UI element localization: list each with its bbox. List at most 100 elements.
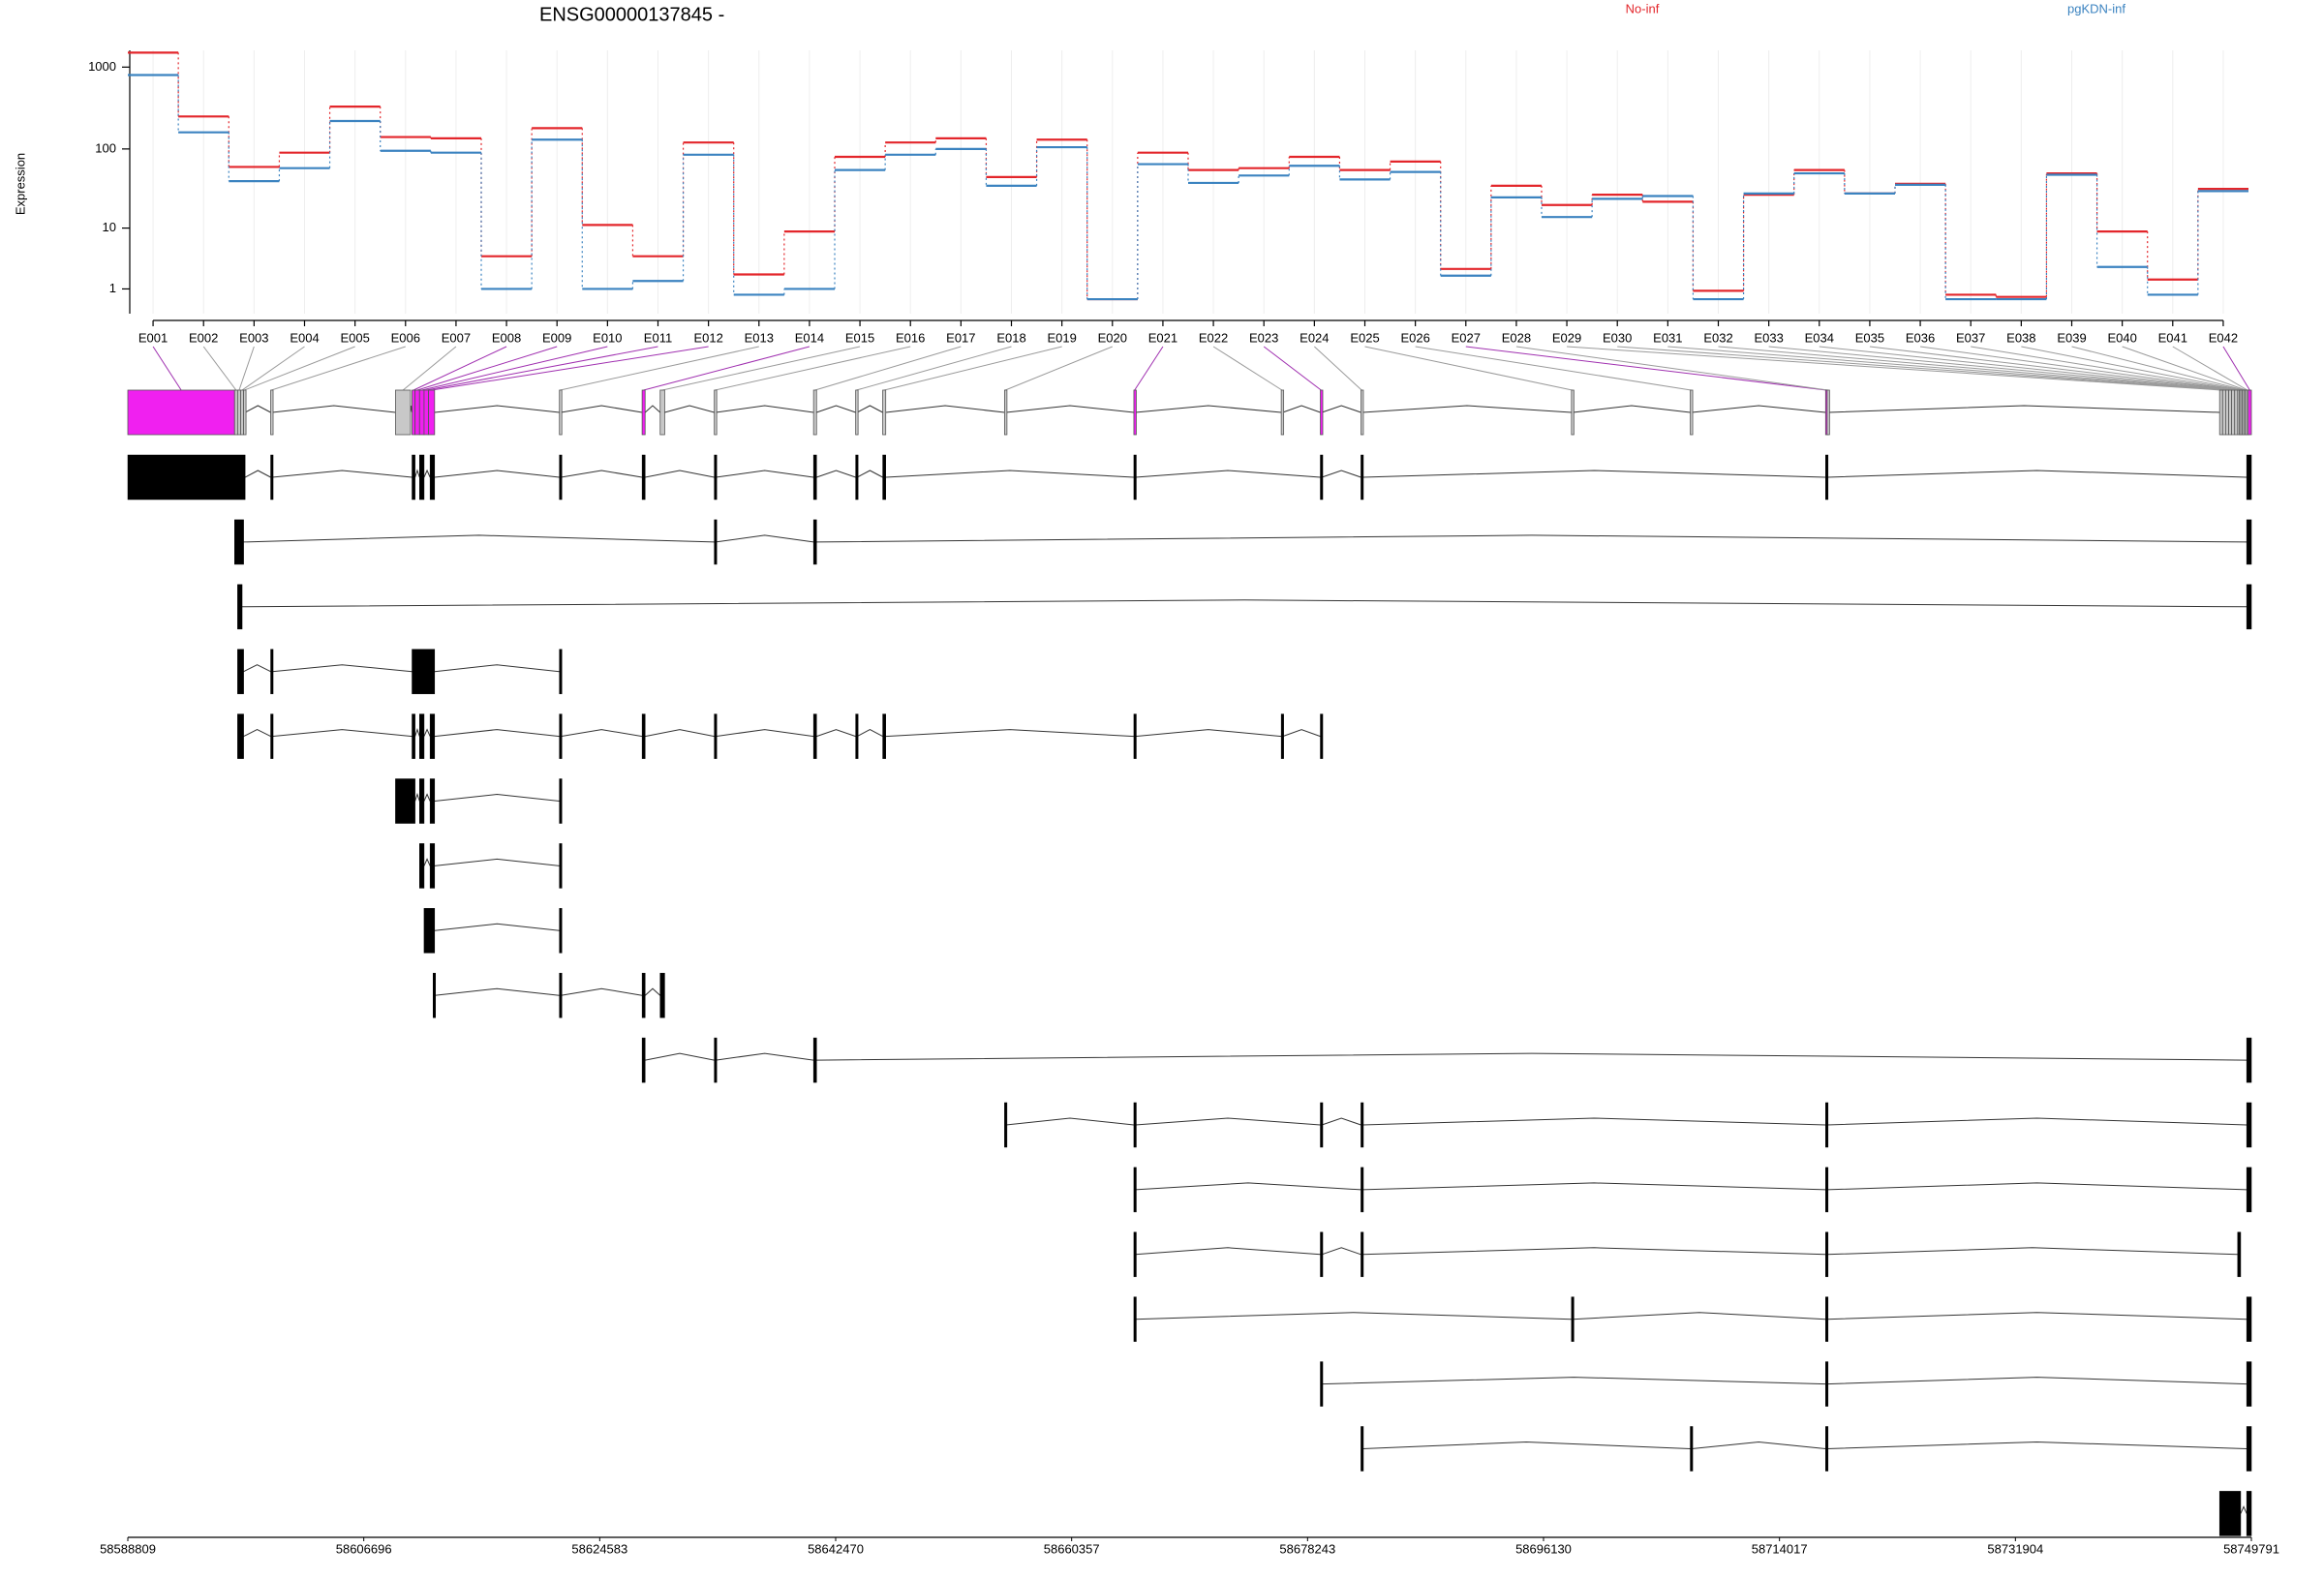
- exon-leader: [1134, 346, 1164, 391]
- exon-leader: [1465, 346, 1827, 391]
- genomic-tick-label: 58696130: [1515, 1541, 1572, 1556]
- x-tick-label: E011: [644, 330, 672, 345]
- x-tick-label: E033: [1754, 330, 1783, 345]
- exon: [243, 389, 247, 436]
- exon: [714, 1037, 718, 1083]
- exon-leader: [1415, 346, 1692, 391]
- intron: [816, 470, 856, 478]
- y-tick-label: 10: [103, 220, 116, 234]
- exon: [714, 519, 718, 565]
- exon: [641, 713, 646, 759]
- exon: [270, 454, 274, 501]
- intron: [1826, 1117, 2248, 1126]
- intron: [1361, 470, 1826, 478]
- intron: [1826, 1247, 2238, 1256]
- exon: [2218, 389, 2223, 436]
- intron: [716, 1052, 814, 1061]
- intron: [561, 987, 643, 996]
- intron: [434, 664, 560, 673]
- exon-leader: [416, 346, 558, 391]
- exon: [2225, 389, 2229, 436]
- intron: [645, 729, 715, 738]
- intron: [272, 664, 413, 673]
- exon-leader: [426, 346, 658, 391]
- exon: [1133, 1296, 1137, 1342]
- x-tick-label: E027: [1452, 330, 1481, 345]
- exon: [2221, 389, 2226, 436]
- intron: [423, 728, 431, 737]
- intron: [1135, 1247, 1321, 1256]
- intron: [423, 858, 431, 866]
- exon: [1571, 1296, 1575, 1342]
- exon-leader: [152, 346, 182, 391]
- intron: [885, 405, 1005, 413]
- exon: [1280, 389, 1285, 436]
- x-tick-label: E026: [1400, 330, 1429, 345]
- exon-leader: [1718, 346, 2231, 391]
- intron: [1573, 405, 1691, 413]
- exon: [1361, 1102, 1364, 1148]
- exon-leader: [421, 346, 608, 391]
- x-tick-label: E008: [492, 330, 521, 345]
- exon: [1133, 1167, 1137, 1213]
- x-tick-label: E029: [1552, 330, 1581, 345]
- x-tick-label: E006: [391, 330, 420, 345]
- intron: [816, 729, 856, 738]
- x-tick-label: E004: [290, 330, 319, 345]
- exon: [1690, 1426, 1694, 1472]
- exon: [429, 713, 436, 759]
- x-tick-label: E035: [1855, 330, 1884, 345]
- exon: [2246, 1361, 2252, 1407]
- x-tick-label: E030: [1603, 330, 1632, 345]
- intron: [1361, 405, 1572, 413]
- exon: [1320, 1361, 1324, 1407]
- exon: [855, 454, 859, 501]
- exon: [2248, 389, 2252, 436]
- exon-leader: [1971, 346, 2242, 391]
- y-tick-label: 100: [95, 140, 116, 155]
- exon: [412, 649, 436, 694]
- exon: [419, 843, 425, 889]
- x-tick-label: E013: [745, 330, 774, 345]
- exon: [423, 389, 429, 436]
- intron: [856, 405, 883, 413]
- x-tick-label: E012: [693, 330, 722, 345]
- exon-leader: [1567, 346, 2221, 391]
- intron: [1826, 1377, 2248, 1385]
- exon: [233, 389, 238, 436]
- intron: [1005, 405, 1134, 413]
- exon: [855, 389, 859, 436]
- intron: [856, 729, 883, 738]
- y-tick-label: 1: [109, 281, 116, 295]
- exon: [419, 778, 425, 824]
- genomic-tick-label: 58714017: [1752, 1541, 1808, 1556]
- intron: [716, 534, 814, 543]
- exon: [641, 972, 646, 1018]
- chart-title: ENSG00000137845 -: [539, 4, 724, 25]
- exon-leader: [238, 346, 255, 391]
- exon: [429, 778, 436, 824]
- exon: [1133, 1231, 1137, 1278]
- exon: [2237, 1231, 2242, 1278]
- exon: [559, 972, 563, 1018]
- exon: [395, 778, 415, 824]
- exon: [714, 713, 718, 759]
- intron: [434, 729, 560, 738]
- intron: [414, 728, 420, 737]
- exon: [270, 389, 274, 436]
- exon: [2246, 454, 2252, 501]
- intron: [885, 729, 1134, 738]
- intron: [423, 469, 431, 478]
- exon: [1825, 1426, 1829, 1472]
- exon: [882, 389, 887, 436]
- intron: [1361, 1441, 1691, 1449]
- intron: [1322, 1377, 1826, 1385]
- genomic-tick-label: 58624583: [571, 1541, 627, 1556]
- exon: [2234, 389, 2239, 436]
- exon: [234, 519, 244, 565]
- exon-leader: [1768, 346, 2234, 391]
- exon-leader: [1364, 346, 1573, 391]
- exon: [1825, 1296, 1829, 1342]
- x-tick-label: E031: [1653, 330, 1682, 345]
